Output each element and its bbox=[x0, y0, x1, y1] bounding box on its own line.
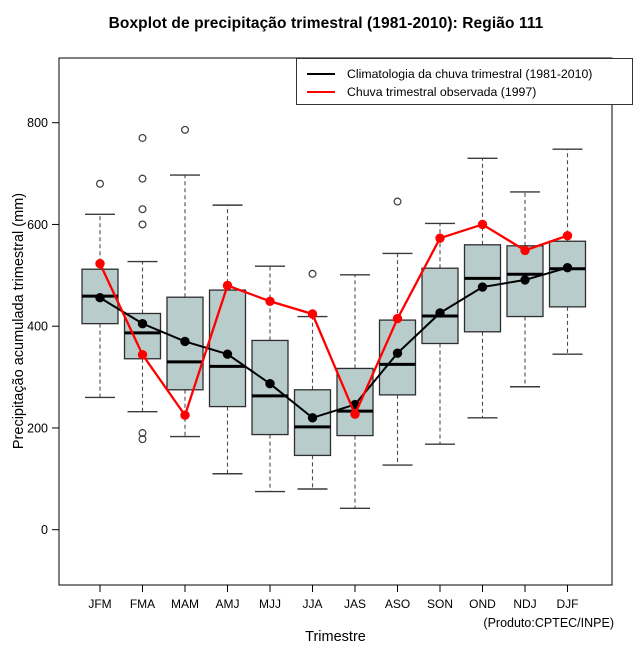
climatology-point-OND bbox=[477, 282, 488, 292]
x-tick-label: FMA bbox=[130, 597, 155, 611]
observed-series bbox=[95, 219, 573, 420]
iqr-box bbox=[421, 267, 459, 345]
outlier-point bbox=[138, 435, 147, 444]
observed-point-SON bbox=[435, 233, 445, 243]
climatology-point-FMA bbox=[137, 318, 148, 329]
climatology-point-JFM bbox=[95, 293, 105, 303]
legend: Climatologia da chuva trimestral (1981-2… bbox=[296, 58, 633, 105]
y-axis: 0 200 400 600 800 bbox=[27, 116, 59, 537]
box-DJF bbox=[548, 148, 587, 355]
iqr-box bbox=[293, 389, 332, 457]
box-JAS bbox=[336, 274, 374, 510]
outlier-point bbox=[393, 197, 402, 206]
x-tick-label: MAM bbox=[171, 597, 199, 611]
outlier-point bbox=[95, 179, 104, 188]
observed-point-ASO bbox=[392, 313, 403, 324]
y-axis-label: Precipitação acumulada trimestral (mm) bbox=[11, 192, 27, 450]
observed-point-DJF bbox=[562, 230, 573, 241]
y-tick-label: 600 bbox=[27, 218, 48, 232]
legend-label-climatology: Climatologia da chuva trimestral (1981-2… bbox=[347, 67, 593, 81]
observed-point-AMJ bbox=[222, 280, 233, 291]
x-tick-label: DJF bbox=[557, 597, 579, 611]
outlier-point bbox=[138, 429, 147, 438]
chart-title: Boxplot de precipitação trimestral (1981… bbox=[108, 15, 544, 32]
box-JFM bbox=[81, 179, 119, 399]
observed-point-MJJ bbox=[265, 296, 275, 306]
climatology-point-JJA bbox=[307, 413, 318, 423]
climatology-point-MAM bbox=[180, 336, 190, 347]
climatology-point-DJF bbox=[562, 262, 573, 273]
x-tick-label: OND bbox=[469, 597, 496, 611]
climatology-line-swatch bbox=[307, 73, 335, 75]
x-tick-label: JAS bbox=[344, 597, 366, 611]
climatology-point-NDJ bbox=[520, 275, 530, 285]
observed-point-MAM bbox=[180, 410, 190, 420]
climatology-point-MJJ bbox=[265, 378, 275, 389]
observed-point-JFM bbox=[95, 258, 105, 269]
observed-line-swatch bbox=[307, 91, 335, 93]
box-JJA bbox=[293, 269, 332, 490]
outlier-point bbox=[138, 133, 147, 142]
y-tick-label: 200 bbox=[27, 421, 48, 435]
box-FMA bbox=[123, 133, 162, 444]
credit-text: (Produto:CPTEC/INPE) bbox=[483, 616, 614, 630]
outlier-point bbox=[181, 125, 190, 134]
x-axis-label: Trimestre bbox=[305, 629, 366, 645]
y-tick-label: 800 bbox=[27, 116, 48, 130]
x-axis: JFM FMA MAM AMJ MJJ JJA JAS ASO SON OND NDJ DJF bbox=[88, 585, 579, 611]
x-tick-label: AMJ bbox=[216, 597, 240, 611]
y-tick-label: 0 bbox=[41, 523, 48, 537]
x-tick-label: ASO bbox=[385, 597, 410, 611]
observed-point-OND bbox=[477, 219, 488, 230]
outlier-point bbox=[308, 269, 317, 278]
box-ASO bbox=[378, 197, 417, 466]
x-tick-label: MJJ bbox=[259, 597, 281, 611]
iqr-box bbox=[548, 240, 587, 308]
x-tick-label: NDJ bbox=[513, 597, 536, 611]
box-SON bbox=[421, 222, 459, 445]
climatology-line bbox=[99, 266, 568, 419]
box-NDJ bbox=[506, 191, 544, 388]
y-tick-label: 400 bbox=[27, 320, 48, 334]
x-tick-label: JJA bbox=[302, 597, 322, 611]
legend-item-observed: Chuva trimestral observada (1997) bbox=[307, 83, 632, 101]
observed-point-NDJ bbox=[520, 245, 530, 256]
climatology-point-SON bbox=[435, 308, 445, 318]
climatology-point-AMJ bbox=[222, 349, 233, 359]
observed-point-FMA bbox=[137, 349, 148, 360]
box-MAM bbox=[166, 125, 204, 438]
observed-point-JAS bbox=[350, 409, 360, 419]
outlier-point bbox=[138, 205, 147, 214]
x-tick-label: SON bbox=[427, 597, 453, 611]
observed-line bbox=[98, 223, 568, 418]
outlier-point bbox=[138, 220, 147, 229]
climatology-point-ASO bbox=[392, 348, 403, 358]
box-AMJ bbox=[208, 204, 247, 475]
legend-label-observed: Chuva trimestral observada (1997) bbox=[347, 85, 537, 99]
outlier-point bbox=[138, 174, 147, 183]
box-OND bbox=[463, 157, 502, 419]
legend-item-climatology: Climatologia da chuva trimestral (1981-2… bbox=[307, 65, 632, 83]
observed-point-JJA bbox=[307, 309, 318, 319]
climatology-series bbox=[95, 262, 573, 423]
x-tick-label: JFM bbox=[88, 597, 111, 611]
iqr-box bbox=[208, 289, 247, 408]
